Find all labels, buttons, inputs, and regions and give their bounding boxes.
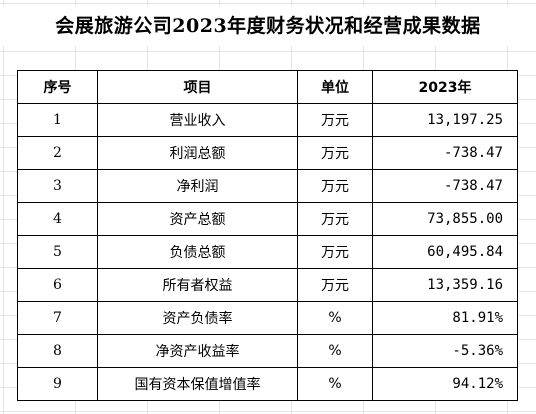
- table-row: 6 所有者权益 万元 13,359.16: [17, 268, 518, 302]
- header-item[interactable]: 项目: [97, 70, 298, 104]
- row-unit[interactable]: 万元: [297, 202, 373, 236]
- page-title: 会展旅游公司2023年度财务状况和经营成果数据: [0, 6, 536, 46]
- row-index[interactable]: 3: [17, 169, 98, 203]
- table-header-row: 序号 项目 单位 2023年: [17, 70, 518, 104]
- table-row: 1 营业收入 万元 13,197.25: [17, 103, 518, 137]
- row-value[interactable]: 13,359.16: [372, 268, 518, 302]
- table-row: 8 净资产收益率 % -5.36%: [17, 334, 518, 368]
- row-value[interactable]: 94.12%: [372, 367, 518, 401]
- header-year[interactable]: 2023年: [372, 70, 518, 104]
- row-value[interactable]: 81.91%: [372, 301, 518, 335]
- row-value[interactable]: -738.47: [372, 136, 518, 170]
- row-item[interactable]: 资产总额: [97, 202, 298, 236]
- row-value[interactable]: -5.36%: [372, 334, 518, 368]
- row-unit[interactable]: 万元: [297, 103, 373, 137]
- row-unit[interactable]: %: [297, 334, 373, 368]
- row-item[interactable]: 国有资本保值增值率: [97, 367, 298, 401]
- row-unit[interactable]: 万元: [297, 268, 373, 302]
- table-row: 9 国有资本保值增值率 % 94.12%: [17, 367, 518, 401]
- row-value[interactable]: -738.47: [372, 169, 518, 203]
- table-row: 3 净利润 万元 -738.47: [17, 169, 518, 203]
- row-item[interactable]: 营业收入: [97, 103, 298, 137]
- row-unit[interactable]: 万元: [297, 169, 373, 203]
- row-item[interactable]: 所有者权益: [97, 268, 298, 302]
- table-row: 4 资产总额 万元 73,855.00: [17, 202, 518, 236]
- row-value[interactable]: 60,495.84: [372, 235, 518, 269]
- row-value[interactable]: 13,197.25: [372, 103, 518, 137]
- row-item[interactable]: 净资产收益率: [97, 334, 298, 368]
- row-item[interactable]: 净利润: [97, 169, 298, 203]
- row-item[interactable]: 利润总额: [97, 136, 298, 170]
- table-row: 2 利润总额 万元 -738.47: [17, 136, 518, 170]
- row-item[interactable]: 资产负债率: [97, 301, 298, 335]
- row-index[interactable]: 9: [17, 367, 98, 401]
- row-index[interactable]: 2: [17, 136, 98, 170]
- row-index[interactable]: 7: [17, 301, 98, 335]
- financial-data-table: 序号 项目 单位 2023年 1 营业收入 万元 13,197.25 2 利润总…: [17, 70, 518, 401]
- row-index[interactable]: 6: [17, 268, 98, 302]
- row-item[interactable]: 负债总额: [97, 235, 298, 269]
- row-unit[interactable]: %: [297, 367, 373, 401]
- row-unit[interactable]: 万元: [297, 235, 373, 269]
- table-row: 5 负债总额 万元 60,495.84: [17, 235, 518, 269]
- header-unit[interactable]: 单位: [297, 70, 373, 104]
- row-index[interactable]: 1: [17, 103, 98, 137]
- row-index[interactable]: 8: [17, 334, 98, 368]
- row-index[interactable]: 4: [17, 202, 98, 236]
- header-index[interactable]: 序号: [17, 70, 98, 104]
- row-unit[interactable]: 万元: [297, 136, 373, 170]
- row-unit[interactable]: %: [297, 301, 373, 335]
- row-index[interactable]: 5: [17, 235, 98, 269]
- table-row: 7 资产负债率 % 81.91%: [17, 301, 518, 335]
- row-value[interactable]: 73,855.00: [372, 202, 518, 236]
